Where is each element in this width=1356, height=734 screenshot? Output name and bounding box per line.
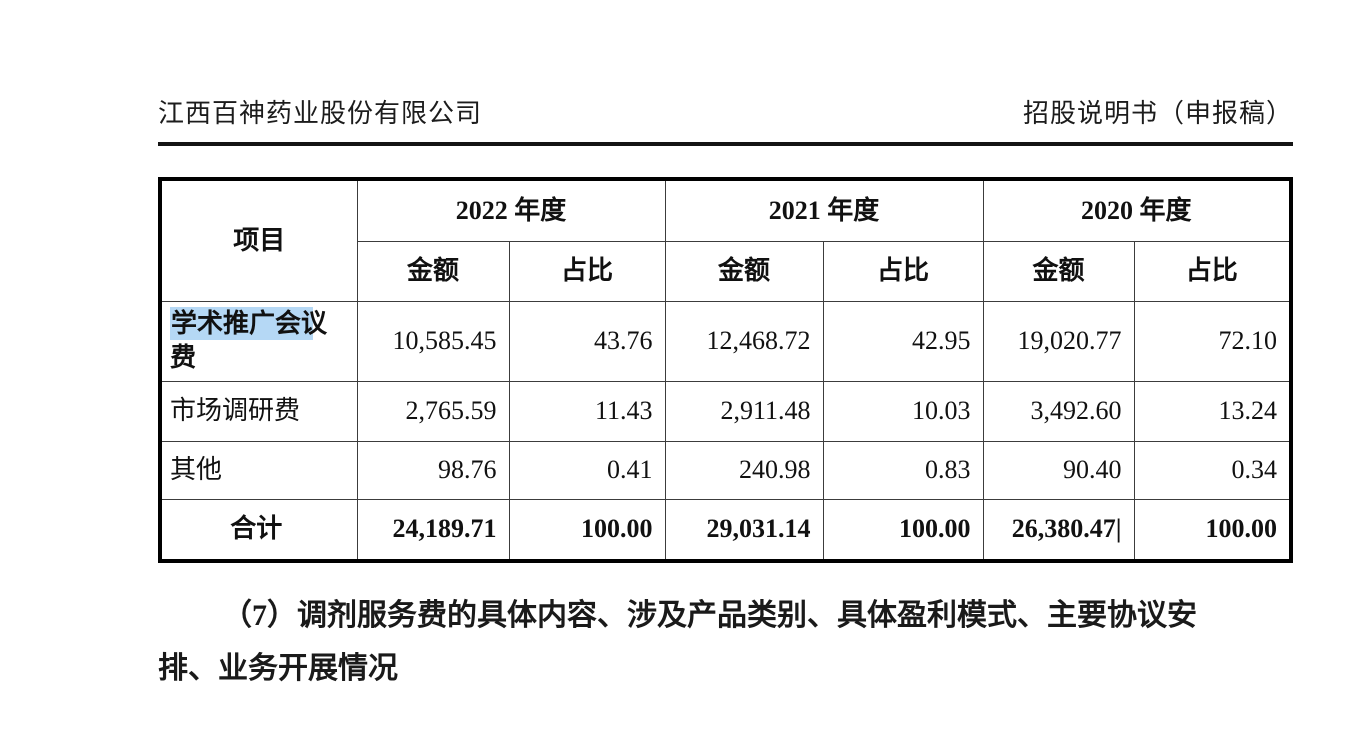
row-label-other: 其他	[159, 440, 358, 500]
row-label-market-research: 市场调研费	[159, 380, 358, 442]
column-header-amount-2020: 金额	[982, 240, 1135, 302]
ratio-cell: 10.03	[822, 380, 984, 442]
paragraph-line-2: 排、业务开展情况	[158, 652, 398, 685]
row-label-wrap: 费	[170, 343, 197, 372]
column-header-item: 项目	[159, 178, 358, 302]
selection-highlight: 学术推广会议	[170, 307, 328, 341]
amount-cell: 3,492.60	[982, 380, 1135, 442]
ratio-cell: 100.00	[1133, 498, 1292, 562]
amount-cell: 29,031.14	[664, 498, 824, 562]
amount-cell: 2,911.48	[664, 380, 824, 442]
column-header-year-2020: 2020 年度	[982, 178, 1292, 242]
column-header-ratio-2020: 占比	[1133, 240, 1292, 302]
ratio-cell: 100.00	[508, 498, 666, 562]
table-row-academic-promotion: 学术推广会议费 10,585.45 43.76 12,468.72 42.95 …	[159, 300, 1292, 382]
company-name: 江西百神药业股份有限公司	[158, 99, 483, 128]
ratio-cell: 0.34	[1133, 440, 1292, 500]
expense-table: 项目 2022 年度 2021 年度 2020 年度 金额 占比 金额 占比 金…	[158, 177, 1294, 563]
ratio-cell: 72.10	[1133, 300, 1292, 382]
column-header-ratio-2022: 占比	[508, 240, 666, 302]
ratio-cell: 0.41	[508, 440, 666, 500]
amount-cell: 98.76	[356, 440, 510, 500]
table-row-total: 合计 24,189.71 100.00 29,031.14 100.00 26,…	[159, 498, 1292, 562]
section-heading-paragraph: （7）调剂服务费的具体内容、涉及产品类别、具体盈利模式、主要协议安 排、业务开展…	[158, 589, 1293, 695]
amount-value: 26,380.47	[1011, 514, 1116, 544]
text-cursor: |	[1115, 514, 1122, 544]
amount-cell: 12,468.72	[664, 300, 824, 382]
amount-cell: 90.40	[982, 440, 1135, 500]
table-header-row-years: 项目 2022 年度 2021 年度 2020 年度	[159, 178, 1292, 302]
ratio-cell: 11.43	[508, 380, 666, 442]
page-header: 江西百神药业股份有限公司 招股说明书（申报稿）	[158, 0, 1293, 146]
row-label-total: 合计	[159, 498, 358, 562]
table-row-market-research: 市场调研费 2,765.59 11.43 2,911.48 10.03 3,49…	[159, 380, 1292, 442]
paragraph-line-1: （7）调剂服务费的具体内容、涉及产品类别、具体盈利模式、主要协议安	[222, 599, 1197, 632]
amount-cell-with-cursor: 26,380.47|	[982, 498, 1135, 562]
ratio-cell: 13.24	[1133, 380, 1292, 442]
ratio-cell: 0.83	[822, 440, 984, 500]
amount-cell: 240.98	[664, 440, 824, 500]
row-label-academic-promotion: 学术推广会议费	[159, 300, 358, 382]
doc-title: 招股说明书（申报稿）	[1022, 99, 1293, 128]
column-header-year-2022: 2022 年度	[356, 178, 666, 242]
amount-cell: 10,585.45	[356, 300, 510, 382]
amount-cell: 24,189.71	[356, 498, 510, 562]
amount-cell: 19,020.77	[982, 300, 1135, 382]
amount-cell: 2,765.59	[356, 380, 510, 442]
ratio-cell: 100.00	[822, 498, 984, 562]
ratio-cell: 43.76	[508, 300, 666, 382]
column-header-amount-2021: 金额	[664, 240, 824, 302]
ratio-cell: 42.95	[822, 300, 984, 382]
column-header-ratio-2021: 占比	[822, 240, 984, 302]
column-header-amount-2022: 金额	[356, 240, 510, 302]
table-row-other: 其他 98.76 0.41 240.98 0.83 90.40 0.34	[159, 440, 1292, 500]
column-header-year-2021: 2021 年度	[664, 178, 984, 242]
